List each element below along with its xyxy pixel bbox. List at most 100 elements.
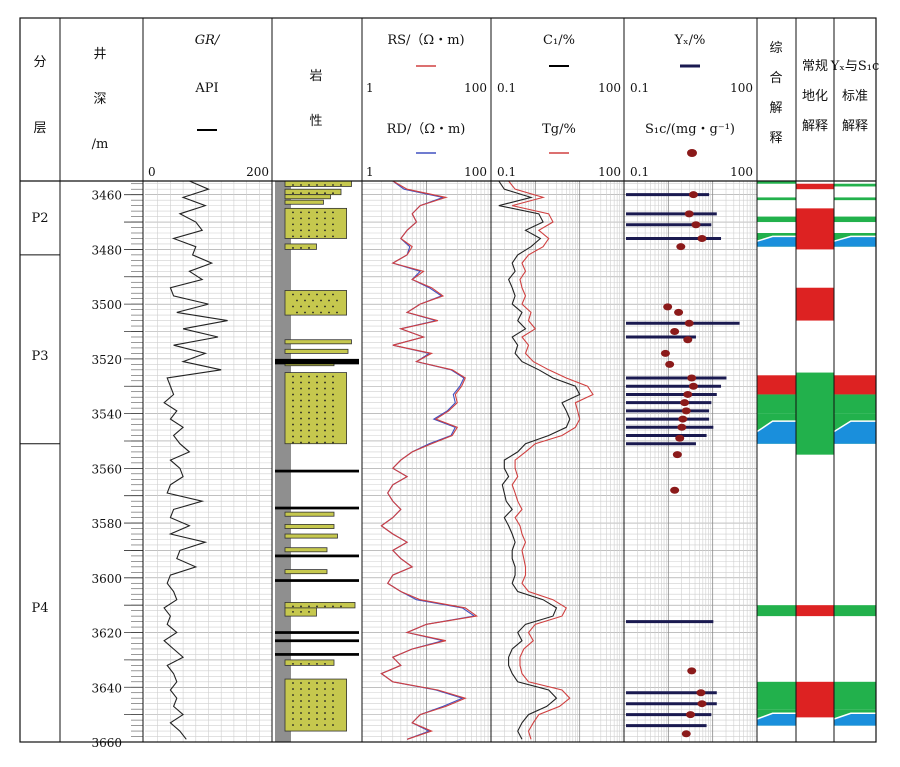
conventional-band xyxy=(796,372,834,455)
lith-sand-dot xyxy=(300,399,302,402)
lith-sand-dot xyxy=(300,211,302,214)
lith-sand-dot xyxy=(316,429,318,432)
lith-sand-bed xyxy=(284,199,324,205)
lith-sand-dot xyxy=(308,706,310,708)
s1c-dot xyxy=(696,689,706,697)
rd-label: RD/（Ω・m) xyxy=(387,122,466,137)
yx-s1c-band xyxy=(834,605,876,617)
depth-tick-label: 3580 xyxy=(91,517,122,531)
depth-header-1: 井 xyxy=(93,47,106,62)
lith-sand-dot xyxy=(332,688,334,690)
res-scale-max-bottom: 100 xyxy=(464,165,487,179)
lith-coal-bed xyxy=(275,554,359,558)
zone-label-p2: P2 xyxy=(31,211,48,226)
lith-sand-dot xyxy=(292,192,294,195)
lith-sand-dot xyxy=(312,311,314,314)
s1c-dot xyxy=(684,319,694,327)
lith-sand-dot xyxy=(324,706,326,708)
lith-sand-dot xyxy=(332,381,334,384)
gas-scale-min-bottom: 0.1 xyxy=(497,165,516,179)
zone-label-p4: P4 xyxy=(31,601,48,616)
lith-sand-bed xyxy=(284,207,347,239)
conventional-band xyxy=(796,605,834,617)
lith-sand-dot xyxy=(300,223,302,226)
lith-sand-dot xyxy=(332,375,334,378)
lith-sand-dot xyxy=(340,184,342,186)
geochem-scale-min-top: 0.1 xyxy=(630,81,649,95)
lith-sand-dot xyxy=(328,299,330,302)
yx-s1c-band-separator xyxy=(833,712,876,720)
lith-sand-dot xyxy=(324,429,326,432)
depth-header-2: 深 xyxy=(93,92,106,107)
interp3-header-2: 标准 xyxy=(842,89,868,104)
lith-sand-bed xyxy=(284,511,335,517)
lith-sand-dot xyxy=(308,718,310,720)
lith-sand-dot xyxy=(300,441,302,444)
depth-tick-label: 3600 xyxy=(91,572,122,586)
lith-sand-dot xyxy=(300,688,302,690)
interp2-header-3: 解释 xyxy=(802,119,828,134)
lith-sand-dot xyxy=(332,211,334,214)
lith-sand-dot xyxy=(308,700,310,702)
s1c-dot xyxy=(676,243,686,251)
lith-sand-bed xyxy=(284,547,328,553)
composite-band xyxy=(757,605,796,617)
lith-sand-dot xyxy=(324,305,326,308)
lith-sand-dot xyxy=(300,694,302,696)
s1c-dot xyxy=(687,374,697,382)
lith-sand-dot xyxy=(316,605,318,608)
lith-sand-dot xyxy=(316,423,318,426)
res-scale-min-top: 1 xyxy=(366,81,374,95)
lith-coal-bed xyxy=(275,639,359,643)
lith-sand-dot xyxy=(332,184,334,186)
lith-sand-dot xyxy=(332,399,334,402)
lith-sand-dot xyxy=(292,387,294,390)
lith-sand-dot xyxy=(292,223,294,226)
lith-sand-dot xyxy=(312,299,314,302)
lith-sand-dot xyxy=(324,405,326,408)
lith-sand-dot xyxy=(332,305,334,308)
zone-header-1: 分 xyxy=(33,55,46,70)
lith-sand-dot xyxy=(308,663,310,665)
lith-sand-dot xyxy=(300,305,302,308)
rs-curve xyxy=(380,180,479,740)
lith-sand-dot xyxy=(316,211,318,214)
lith-sand-dot xyxy=(324,423,326,426)
lith-sand-dot xyxy=(300,192,302,195)
lith-sand-dot xyxy=(332,293,334,296)
lith-coal-bed xyxy=(275,579,359,582)
s1c-dot xyxy=(691,221,701,229)
lith-sand-dot xyxy=(292,381,294,384)
lith-sand-dot xyxy=(332,429,334,432)
s1c-dot xyxy=(674,308,684,316)
lith-sand-dot xyxy=(300,663,302,665)
yx-s1c-band-separator xyxy=(833,235,876,242)
lith-sand-dot xyxy=(308,411,310,414)
lith-sand-dot xyxy=(308,405,310,408)
lith-sand-dot xyxy=(300,429,302,432)
yx-s1c-band xyxy=(834,394,876,414)
res-scale-max-top: 100 xyxy=(464,81,487,95)
lith-sand-dot xyxy=(308,682,310,684)
lith-sand-dot xyxy=(324,399,326,402)
lith-sand-dot xyxy=(316,718,318,720)
lith-sand-dot xyxy=(292,435,294,438)
interp3-header-3: 解释 xyxy=(842,119,868,134)
lith-sand-dot xyxy=(292,694,294,696)
lith-sand-dot xyxy=(300,611,302,613)
lith-sand-dot xyxy=(308,694,310,696)
lith-sand-dot xyxy=(336,299,338,302)
lith-sand-dot xyxy=(300,229,302,232)
lith-sand-dot xyxy=(292,405,294,408)
lith-sand-dot xyxy=(332,217,334,220)
s1c-dot xyxy=(683,336,693,344)
lith-sand-dot xyxy=(308,423,310,426)
gas-scale-min-top: 0.1 xyxy=(497,81,516,95)
lith-sand-dot xyxy=(324,724,326,726)
yx-s1c-band-separator xyxy=(833,420,876,433)
depth-tick-label: 3460 xyxy=(91,189,122,203)
lith-sand-dot xyxy=(332,712,334,714)
rs-label: RS/（Ω・m) xyxy=(387,33,464,48)
depth-header-3: /m xyxy=(92,137,109,152)
